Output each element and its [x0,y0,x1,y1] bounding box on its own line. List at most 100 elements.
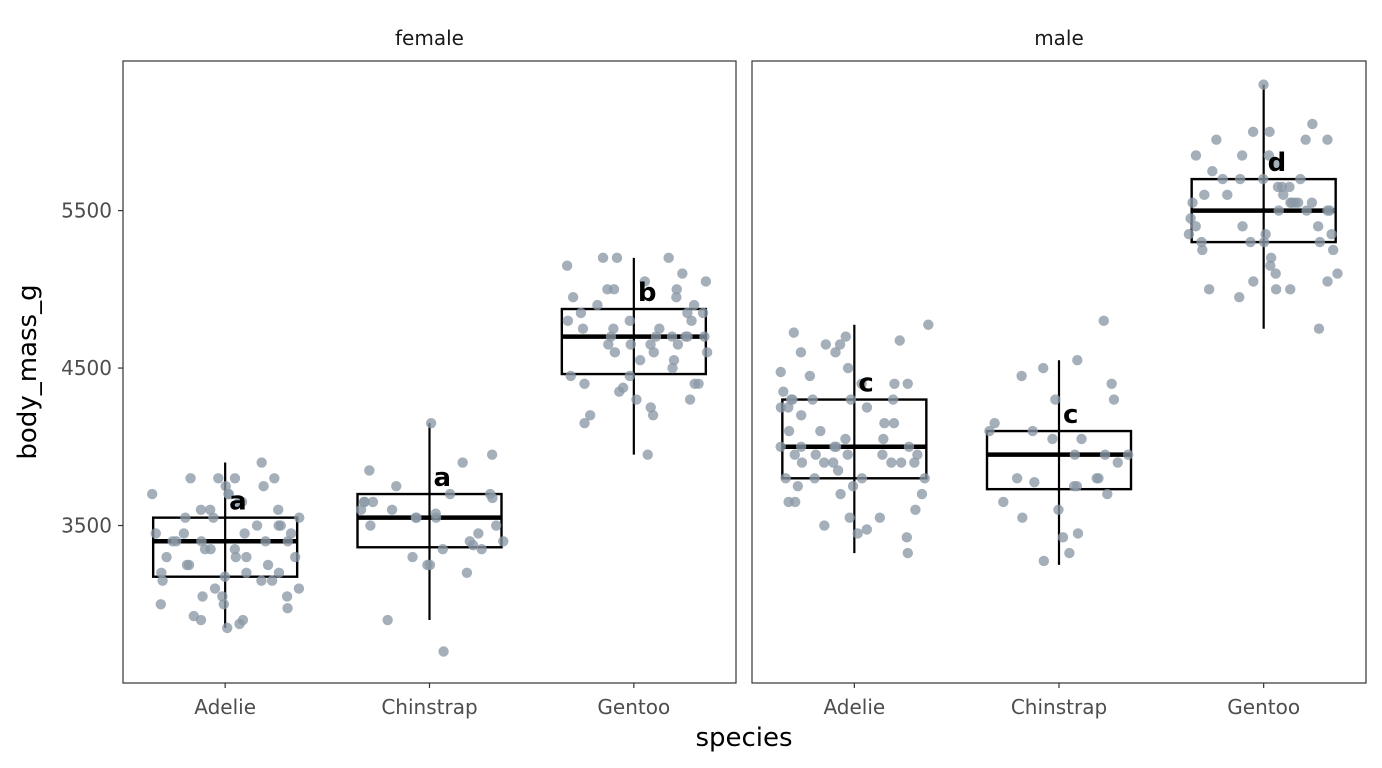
data-point [861,402,873,413]
facet-strip-label: male [1034,26,1084,50]
data-point [1265,260,1276,271]
data-point [1047,433,1058,445]
data-point [260,536,271,547]
data-point [597,252,609,264]
data-point [1068,480,1080,492]
data-point [639,276,650,287]
y-tick-label: 3500 [61,514,112,538]
data-point [682,307,693,319]
data-point [648,347,659,358]
significance-letter: d [1268,148,1287,178]
data-point [565,370,576,382]
data-point [830,347,841,358]
data-point [923,319,934,330]
significance-letter: a [229,487,247,517]
data-point [989,417,1000,429]
data-point [1292,197,1304,208]
data-point [845,394,857,405]
data-point [1313,323,1325,334]
data-point [677,268,688,279]
data-point [650,331,662,342]
data-point [795,441,807,452]
data-point [1314,236,1326,248]
data-point [219,571,231,582]
x-tick-label: Adelie [194,695,256,719]
data-point [1027,425,1038,437]
data-point [608,284,620,295]
data-point [1236,150,1248,161]
data-point [205,543,216,555]
box-group-gentoo: d [1183,79,1343,334]
data-point [1248,276,1259,287]
data-point [852,528,863,539]
data-point [688,299,700,311]
data-point [285,528,297,539]
data-point [1122,449,1134,460]
data-point [1247,126,1259,138]
data-point [1203,284,1215,295]
data-point [894,335,905,346]
data-point [878,433,889,445]
data-point [789,496,801,508]
data-point [1098,315,1109,327]
data-point [1278,189,1289,201]
data-point [834,339,846,350]
data-point [382,614,393,626]
data-point [444,488,456,500]
data-point [1016,370,1027,382]
data-point [1183,229,1195,240]
data-point [358,496,370,508]
data-point [1053,504,1064,515]
data-point [611,252,623,264]
data-point [689,378,700,390]
box-iqr [356,492,503,549]
data-point [910,504,921,515]
data-point [840,433,851,445]
data-point [916,488,928,500]
data-point [1187,197,1198,208]
data-point [157,575,168,586]
data-point [603,339,614,350]
data-point [476,543,487,555]
data-point [1072,528,1084,539]
data-point [1272,181,1284,193]
data-point [241,567,252,578]
data-point [1211,134,1222,145]
data-point [877,449,888,460]
data-point [901,532,913,543]
data-point [804,370,816,382]
data-point [498,536,509,547]
data-point [1324,205,1335,216]
data-point [146,488,158,500]
data-point [844,512,855,523]
data-point [1076,433,1087,445]
data-point [631,394,642,405]
data-point [197,591,208,602]
box-group-adelie: a [146,457,305,634]
significance-letter: a [434,463,452,493]
data-point [1038,362,1049,374]
box-group-adelie: c [775,319,934,559]
data-point [775,366,786,378]
data-point [256,575,267,586]
data-point [666,331,678,342]
data-point [1263,150,1275,161]
data-point [671,284,682,295]
data-point [889,378,900,390]
data-point [241,551,252,563]
data-point [592,299,603,311]
data-point [700,276,712,287]
data-point [847,480,859,492]
data-point [810,449,821,460]
box-group-gentoo: b [560,252,713,460]
data-point [269,473,280,484]
data-point [1197,244,1208,256]
data-point [902,378,913,390]
data-point [888,417,900,429]
data-point [562,315,574,327]
box-iqr [985,429,1133,491]
data-point [273,504,284,515]
data-point [161,551,172,563]
data-point [672,339,684,350]
data-point [1264,126,1275,138]
